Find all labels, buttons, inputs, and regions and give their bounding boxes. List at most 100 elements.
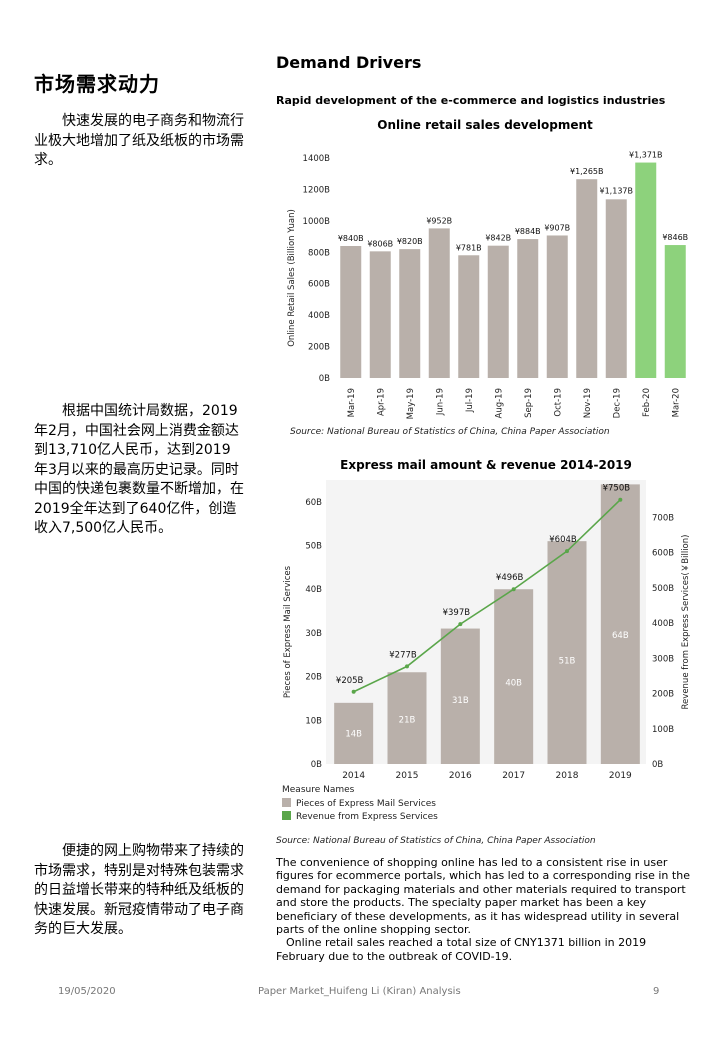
chart1-ytick: 600B: [308, 280, 330, 290]
chart1-data-label: ¥846B: [662, 233, 688, 242]
chart1-ytick: 1200B: [303, 185, 331, 195]
chart2-plot-background: [326, 480, 646, 764]
chart1-ytick: 1000B: [303, 217, 331, 227]
chart-express-mail: 0B 10B 20B 30B 40B 50B 60B 0B 100B 200B 300B 400B 50…: [282, 480, 691, 822]
chart2-bar-label: 21B: [399, 716, 416, 726]
chart1-bar: [546, 235, 568, 378]
chart1-title: Online retail sales development: [377, 118, 593, 132]
chart2-xtick: 2018: [556, 771, 579, 781]
chart2-bar: [547, 541, 587, 764]
chart2-legend-item: Revenue from Express Services: [296, 812, 438, 822]
chart1-xtick: May-19: [406, 388, 416, 419]
chart2-xtick: 2014: [342, 771, 365, 781]
chart1-data-label: ¥840B: [338, 234, 364, 243]
chart2-bar-label: 40B: [505, 678, 522, 688]
chart1-xtick: Dec-19: [612, 388, 622, 418]
chart2-revenue-label: ¥604B: [549, 535, 577, 545]
chart1-xtick: Apr-19: [376, 388, 386, 416]
chart1-xtick: Jun-19: [435, 388, 445, 416]
chart2-ytick-left: 60B: [305, 498, 322, 508]
chart2-ytick-right: 100B: [652, 725, 674, 735]
body-paragraph-2: Online retail sales reached a total size…: [276, 936, 647, 963]
chart1-bar: [428, 228, 450, 378]
chart2-revenue-label: ¥750B: [603, 484, 631, 494]
chart2-bar-label: 64B: [612, 631, 629, 641]
chart1-bar: [576, 179, 598, 378]
chart1-data-label: ¥1,265B: [570, 167, 603, 176]
chart2-ytick-right: 600B: [652, 549, 674, 559]
chart1-ytick: 400B: [308, 311, 330, 321]
chart2-revenue-label: ¥205B: [336, 676, 364, 686]
chart2-ytick-right: 300B: [652, 654, 674, 664]
section-heading: Demand Drivers: [276, 53, 422, 72]
chart1-bar: [340, 246, 362, 378]
chart2-ytick-right: 700B: [652, 513, 674, 523]
chart2-legend-item: Pieces of Express Mail Services: [296, 799, 436, 809]
chart2-bar: [440, 628, 480, 764]
paragraph-cn-3: 便捷的网上购物带来了持续的市场需求，特别是对特殊包装需求的日益增长带来的特种纸及…: [34, 843, 244, 937]
chart1-ylabel: Online Retail Sales (Billion Yuan): [287, 209, 297, 347]
paragraph-cn-2: 根据中国统计局数据，2019年2月，中国社会网上消费金额达到13,710亿人民币…: [34, 403, 244, 536]
chart1-xtick: Sep-19: [524, 388, 534, 418]
body-paragraph-1: The convenience of shopping online has l…: [276, 856, 690, 937]
chart2-ytick-left: 40B: [305, 585, 322, 595]
chart1-ytick: 0B: [319, 374, 330, 384]
chart2-ytick-right: 0B: [652, 760, 663, 770]
chart1-xtick: Oct-19: [553, 388, 563, 417]
chart1-bar: [664, 245, 686, 378]
chart2-ytick-right: 500B: [652, 584, 674, 594]
chart1-xtick: Aug-19: [494, 388, 504, 418]
chart2-xtick: 2019: [609, 771, 632, 781]
chart2-title: Express mail amount & revenue 2014-2019: [340, 458, 632, 472]
chart1-xtick: Jul-19: [465, 388, 475, 413]
chart1-bar: [458, 255, 480, 378]
chart2-ytick-left: 0B: [311, 760, 322, 770]
chart-online-retail-sales: 0B 200B 400B 600B 800B 1000B 1200B 1400B Online …: [287, 151, 688, 420]
chart2-bar: [494, 589, 534, 764]
chart1-bar: [487, 245, 509, 378]
paragraph-cn-1: 快速发展的电子商务和物流行业极大地增加了纸及纸板的市场需求。: [34, 113, 244, 168]
chart2-bar: [387, 672, 427, 764]
chart1-bar: [369, 251, 391, 378]
chart2-xtick: 2016: [449, 771, 472, 781]
chart2-source: Source: National Bureau of Statistics of…: [276, 836, 596, 846]
footer-title: Paper Market_Huifeng Li (Kiran) Analysis: [258, 986, 461, 997]
chart2-ylabel-left: Pieces of Express Mail Services: [283, 565, 293, 698]
chart2-legend-swatch-pieces: [282, 798, 291, 807]
chart2-bar: [334, 702, 374, 764]
chart2-xtick: 2017: [502, 771, 525, 781]
chart1-xtick: Nov-19: [583, 388, 593, 418]
chart2-xtick: 2015: [396, 771, 419, 781]
chart1-data-label: ¥952B: [426, 216, 452, 225]
chart2-bar-label: 31B: [452, 696, 469, 706]
chart2-revenue-label: ¥397B: [443, 608, 471, 618]
chart2-revenue-point: [351, 689, 356, 694]
chart2-legend-swatch-revenue: [282, 811, 291, 820]
chart2-revenue-line: [353, 499, 621, 693]
chart1-bar: [605, 199, 627, 378]
section-subheading: Rapid development of the e-commerce and …: [276, 94, 666, 107]
chart1-bar: [399, 249, 421, 378]
chart1-data-label: ¥781B: [456, 243, 482, 252]
chart2-revenue-point: [405, 664, 409, 669]
chart1-data-label: ¥1,137B: [600, 186, 633, 195]
chart2-bar-label: 14B: [345, 729, 362, 739]
section-title-cn: 市场需求动力: [34, 72, 160, 96]
chart1-source: Source: National Bureau of Statistics of…: [290, 427, 610, 437]
chart2-ytick-right: 200B: [652, 690, 674, 700]
chart2-ylabel-right: Revenue from Express Services(￥Billion): [681, 535, 691, 710]
chart1-ytick: 200B: [308, 343, 330, 353]
footer-page-number: 9: [653, 986, 660, 997]
chart2-revenue-point: [458, 622, 463, 627]
chart2-legend-title: Measure Names: [282, 785, 355, 795]
chart1-xtick: Mar-20: [671, 388, 681, 417]
chart1-ytick: 800B: [308, 248, 330, 258]
chart1-data-label: ¥1,371B: [629, 151, 662, 160]
chart1-bar: [517, 239, 539, 378]
body-text: The convenience of shopping online has l…: [276, 856, 694, 963]
chart1-data-label: ¥884B: [515, 227, 541, 236]
chart2-revenue-label: ¥277B: [389, 650, 417, 660]
chart2-ytick-left: 20B: [305, 673, 322, 683]
chart2-revenue-label: ¥496B: [496, 573, 524, 583]
footer-date: 19/05/2020: [58, 986, 116, 997]
